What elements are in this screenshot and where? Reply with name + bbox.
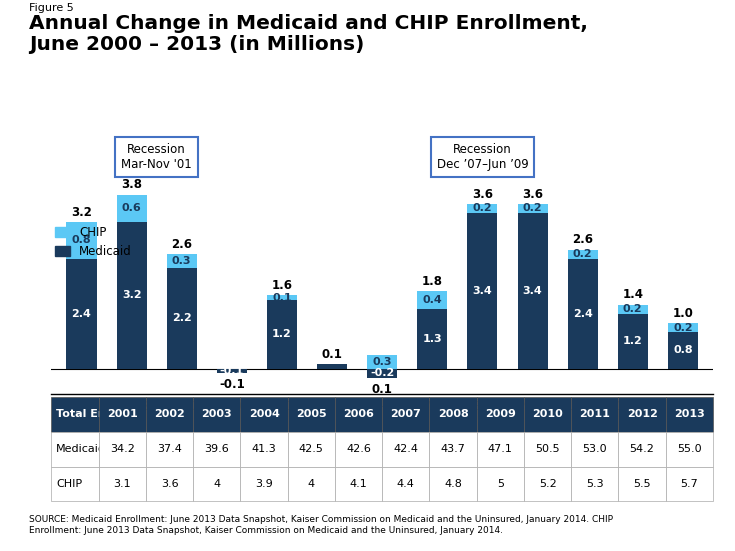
Legend: CHIP, Medicaid: CHIP, Medicaid xyxy=(51,222,137,263)
Bar xyxy=(617,305,648,314)
Bar xyxy=(668,323,698,332)
Text: 1.4: 1.4 xyxy=(623,288,643,301)
Bar xyxy=(417,309,448,369)
Text: 3.4: 3.4 xyxy=(523,286,542,296)
Text: -0.1: -0.1 xyxy=(220,366,244,376)
Bar xyxy=(467,213,498,369)
Bar xyxy=(167,268,197,369)
Text: 0.1: 0.1 xyxy=(272,293,292,302)
Text: 1.2: 1.2 xyxy=(272,329,292,339)
Text: 0.8: 0.8 xyxy=(72,235,91,245)
Text: -0.1: -0.1 xyxy=(219,378,245,391)
Text: 1.3: 1.3 xyxy=(423,334,442,344)
Text: Recession
Mar-Nov '01: Recession Mar-Nov '01 xyxy=(121,143,192,171)
Text: 0.8: 0.8 xyxy=(673,345,692,355)
Text: Annual Change in Medicaid and CHIP Enrollment,
June 2000 – 2013 (in Millions): Annual Change in Medicaid and CHIP Enrol… xyxy=(29,14,588,54)
Bar xyxy=(267,300,297,369)
Bar xyxy=(66,222,96,259)
Text: 2.2: 2.2 xyxy=(172,314,192,323)
Bar xyxy=(117,222,147,369)
Text: FAMILY: FAMILY xyxy=(645,531,682,541)
Bar xyxy=(417,291,448,309)
Text: 1.8: 1.8 xyxy=(422,274,442,288)
Text: Recession
Dec ’07–Jun ’09: Recession Dec ’07–Jun ’09 xyxy=(437,143,528,171)
Text: Figure 5: Figure 5 xyxy=(29,3,74,13)
Text: 0.3: 0.3 xyxy=(373,357,392,367)
Bar xyxy=(567,259,598,369)
Bar xyxy=(368,369,397,378)
Text: 3.6: 3.6 xyxy=(472,187,493,201)
Text: 1.2: 1.2 xyxy=(623,336,642,346)
Bar xyxy=(517,213,548,369)
Text: 3.2: 3.2 xyxy=(71,206,92,219)
Text: 0.2: 0.2 xyxy=(523,203,542,213)
Bar xyxy=(617,314,648,369)
Text: 2.6: 2.6 xyxy=(572,234,593,246)
Text: 0.2: 0.2 xyxy=(623,304,642,314)
Text: 1.0: 1.0 xyxy=(673,307,693,320)
Text: 3.4: 3.4 xyxy=(473,286,492,296)
Text: -0.2: -0.2 xyxy=(370,369,394,379)
Text: 0.6: 0.6 xyxy=(122,203,142,213)
Text: 2.6: 2.6 xyxy=(171,238,193,251)
Bar xyxy=(517,204,548,213)
Text: 1.6: 1.6 xyxy=(271,279,293,292)
Text: 3.2: 3.2 xyxy=(122,290,141,300)
Text: 0.4: 0.4 xyxy=(423,295,442,305)
Bar xyxy=(117,195,147,222)
Text: 0.1: 0.1 xyxy=(372,382,392,396)
Text: KAISER: KAISER xyxy=(638,518,689,531)
Text: 2.4: 2.4 xyxy=(573,309,592,319)
Text: FOUNDATION: FOUNDATION xyxy=(642,542,685,547)
Text: 0.3: 0.3 xyxy=(172,256,192,266)
Bar xyxy=(267,295,297,300)
Bar xyxy=(167,254,197,268)
Text: THE HENRY J.: THE HENRY J. xyxy=(640,511,686,516)
Bar xyxy=(66,259,96,369)
Bar xyxy=(467,204,498,213)
Text: 3.8: 3.8 xyxy=(121,179,142,191)
Text: 0.2: 0.2 xyxy=(673,322,692,332)
Bar xyxy=(668,332,698,369)
Bar xyxy=(317,364,347,369)
Text: 0.2: 0.2 xyxy=(573,249,592,259)
Text: 0.2: 0.2 xyxy=(473,203,492,213)
Text: 2.4: 2.4 xyxy=(71,309,91,319)
Bar xyxy=(217,369,247,374)
Text: 0.1: 0.1 xyxy=(322,348,343,361)
Bar xyxy=(368,355,397,369)
Text: 3.6: 3.6 xyxy=(522,187,543,201)
Text: SOURCE: Medicaid Enrollment: June 2013 Data Snapshot, Kaiser Commission on Medic: SOURCE: Medicaid Enrollment: June 2013 D… xyxy=(29,515,614,534)
Bar xyxy=(567,250,598,259)
